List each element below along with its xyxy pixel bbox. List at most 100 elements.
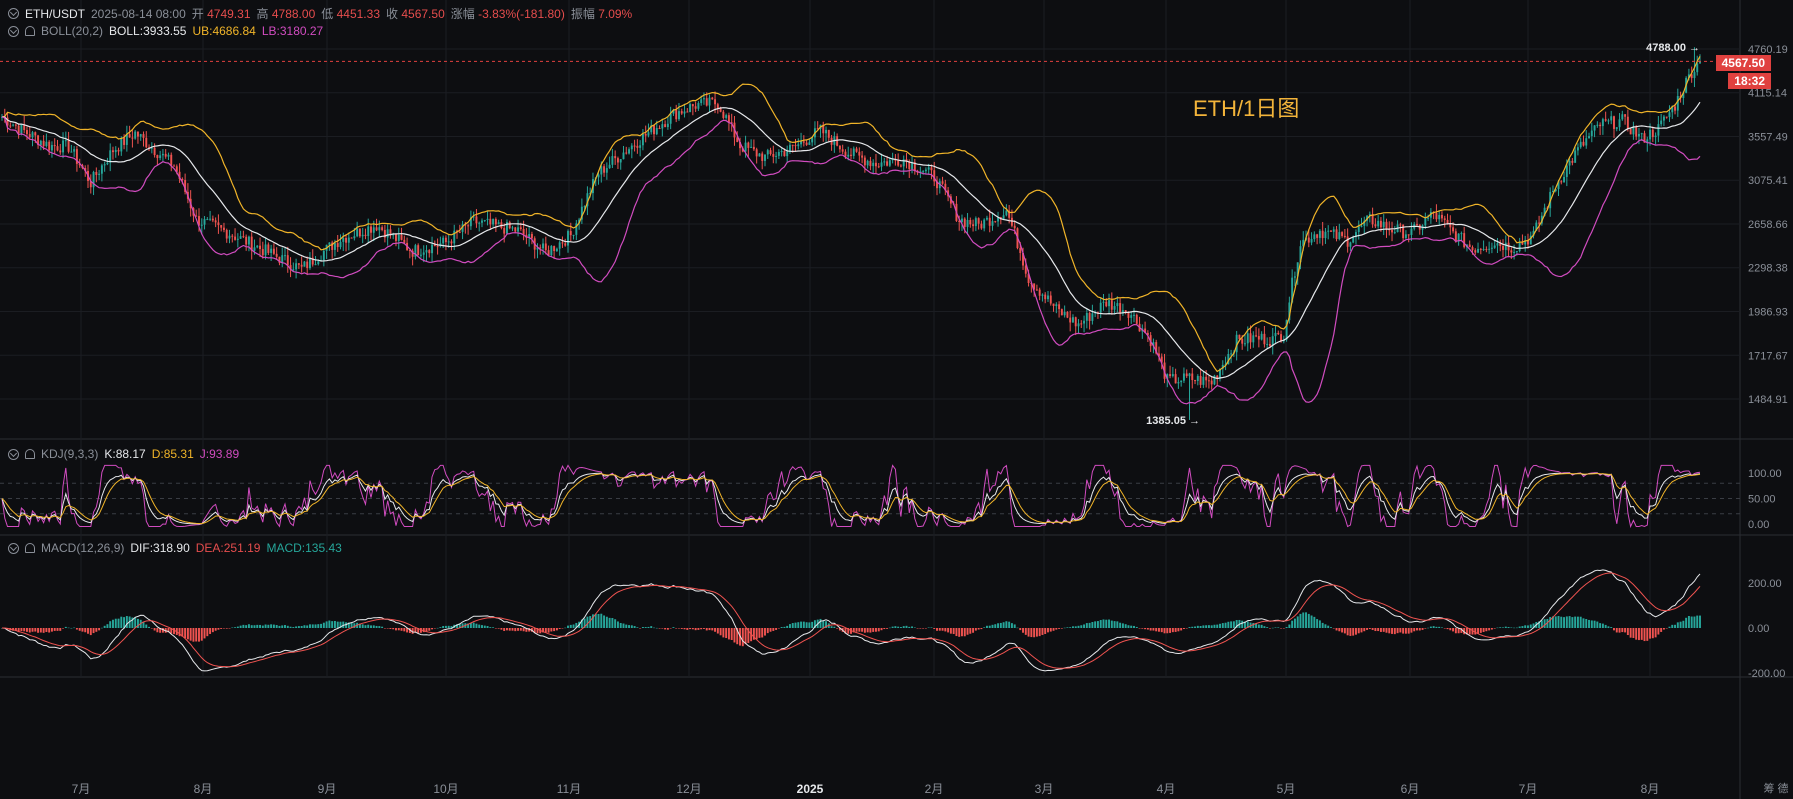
candle-body — [198, 216, 200, 226]
candle-body — [1133, 314, 1135, 316]
candle-body — [92, 171, 95, 188]
candle-body — [669, 113, 672, 124]
macd-histogram-bar — [858, 628, 861, 632]
candle-body — [408, 250, 411, 252]
macd-histogram-bar — [1363, 628, 1366, 632]
macd-histogram-bar — [444, 625, 447, 628]
macd-histogram-bar — [961, 628, 963, 637]
collapse-icon[interactable] — [8, 8, 19, 19]
month-label: 8月 — [194, 782, 213, 796]
macd-histogram-bar — [980, 628, 983, 630]
candle-body — [1044, 294, 1047, 300]
candle-body — [1238, 334, 1241, 340]
candle-body — [1446, 219, 1449, 224]
candle-body — [300, 264, 303, 267]
macd-histogram-bar — [1080, 625, 1083, 628]
macd-histogram-bar — [622, 623, 625, 628]
macd-histogram-bar — [1022, 628, 1024, 633]
candle-body — [1468, 244, 1471, 248]
macd-histogram-bar — [711, 628, 714, 631]
macd-histogram-bar — [902, 626, 905, 628]
candle-body — [1601, 119, 1604, 127]
candle-body — [1632, 127, 1635, 135]
macd-histogram-bar — [1313, 616, 1316, 628]
candle-body — [1099, 302, 1102, 313]
candle-body — [1699, 61, 1701, 64]
macd-histogram-bar — [1360, 628, 1363, 633]
bell-icon[interactable] — [25, 26, 35, 36]
kdj-name: KDJ(9,3,3) — [41, 447, 99, 461]
macd-histogram-bar — [447, 625, 450, 628]
candle-body — [1185, 373, 1188, 377]
candle-body — [761, 153, 764, 161]
candle-body — [150, 147, 153, 149]
macd-histogram-bar — [1629, 628, 1632, 638]
candle-body — [472, 216, 475, 218]
min-price-label: 1385.05 → — [1146, 415, 1200, 427]
candle-body — [1607, 120, 1610, 122]
macd-histogram-bar — [1435, 626, 1438, 628]
macd-histogram-bar — [1288, 624, 1291, 628]
candle-body — [1563, 176, 1566, 183]
macd-histogram-bar — [1077, 625, 1080, 628]
candle-body — [877, 166, 880, 168]
bell-icon[interactable] — [25, 449, 35, 459]
candle-body — [217, 222, 220, 226]
candle-body — [1360, 225, 1363, 227]
collapse-icon[interactable] — [8, 25, 19, 37]
macd-histogram-bar — [1551, 616, 1554, 628]
macd-histogram-bar — [603, 615, 606, 628]
bell-icon[interactable] — [25, 543, 35, 553]
candle-body — [17, 125, 20, 134]
candle-body — [1296, 262, 1299, 277]
candle-body — [375, 227, 378, 231]
macd-histogram-bar — [611, 618, 614, 628]
collapse-icon[interactable] — [8, 448, 19, 460]
macd-histogram-bar — [1127, 625, 1130, 628]
macd-histogram-bar — [81, 628, 84, 632]
macd-histogram-bar — [553, 628, 556, 632]
macd-histogram-bar — [414, 628, 417, 633]
candle-body — [1499, 243, 1502, 247]
candle-body — [295, 263, 298, 270]
macd-histogram-bar — [1576, 616, 1579, 628]
candle-body — [42, 140, 45, 147]
candle-body — [664, 124, 667, 128]
month-label: 2月 — [925, 782, 944, 796]
macd-dif-line — [1, 569, 1701, 672]
macd-histogram-bar — [481, 625, 483, 628]
candle-body — [1391, 229, 1393, 233]
macd-histogram-bar — [1207, 625, 1210, 628]
macd-histogram-bar — [1613, 628, 1615, 631]
candle-body — [494, 218, 497, 225]
candle-body — [941, 181, 944, 184]
candle-body — [12, 124, 15, 126]
candle-body — [747, 142, 750, 148]
candle-body — [1374, 224, 1377, 227]
candle-body — [653, 125, 655, 135]
candle-body — [120, 137, 123, 152]
candle-body — [697, 103, 700, 109]
macd-histogram-bar — [1235, 620, 1238, 628]
macd-histogram-bar — [1144, 628, 1147, 630]
macd-histogram-bar — [1058, 628, 1061, 629]
macd-histogram-bar — [1443, 628, 1446, 629]
candle-body — [453, 230, 456, 244]
macd-histogram-bar — [1554, 616, 1557, 628]
candle-body — [1216, 375, 1219, 379]
macd-histogram-bar — [669, 628, 672, 629]
macd-histogram-bar — [633, 626, 636, 628]
candle-body — [400, 234, 403, 240]
macd-histogram-bar — [952, 628, 955, 635]
collapse-icon[interactable] — [8, 542, 19, 554]
macd-histogram-bar — [325, 621, 328, 628]
macd-histogram-bar — [1421, 628, 1424, 630]
macd-histogram-bar — [1449, 628, 1452, 631]
candle-body — [336, 243, 339, 248]
macd-histogram-bar — [888, 627, 891, 629]
candle-body — [203, 219, 206, 225]
candle-body — [1654, 135, 1657, 138]
macd-histogram-bar — [1540, 620, 1543, 628]
macd-histogram-bar — [786, 625, 789, 628]
